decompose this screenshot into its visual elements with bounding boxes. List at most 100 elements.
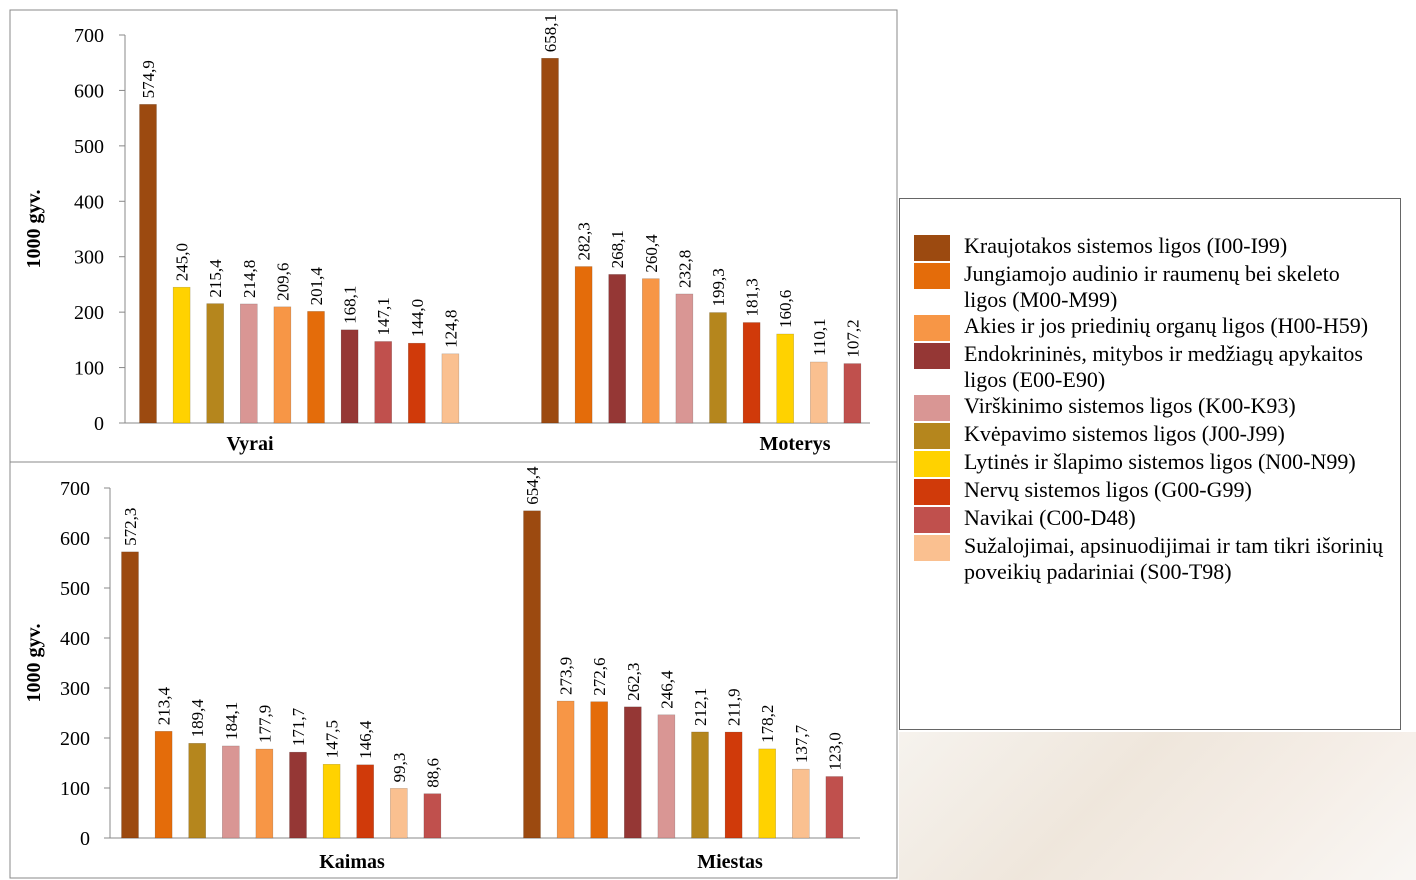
bar — [523, 510, 541, 839]
bar — [657, 714, 676, 839]
legend-swatch — [914, 315, 950, 341]
value-label: 213,4 — [155, 687, 174, 726]
y-tick-label: 200 — [74, 302, 104, 324]
bar — [624, 706, 642, 839]
value-label: 572,3 — [121, 508, 140, 546]
y-tick-label: 600 — [60, 528, 90, 550]
background-decoration — [899, 732, 1416, 880]
y-tick-label: 0 — [80, 828, 90, 850]
y-tick-label: 0 — [94, 413, 104, 435]
value-label: 99,3 — [390, 753, 409, 783]
bar — [206, 303, 224, 424]
value-label: 201,4 — [307, 267, 326, 306]
bar — [541, 57, 559, 424]
value-label: 160,6 — [776, 290, 795, 328]
bar — [556, 700, 575, 839]
bar — [810, 361, 828, 424]
bar — [188, 743, 206, 839]
legend-item: Navikai (C00-D48) — [914, 505, 1390, 533]
legend-label: Virškinimo sistemos ligos (K00-K93) — [964, 393, 1296, 418]
legend-label: Kraujotakos sistemos ligos (I00-I99) — [964, 233, 1288, 258]
bar — [691, 731, 709, 839]
legend-item: Kraujotakos sistemos ligos (I00-I99) — [914, 233, 1390, 261]
bar — [322, 764, 341, 839]
value-label: 209,6 — [273, 263, 292, 301]
legend-label: Sužalojimai, apsinuodijimai ir tam tikri… — [964, 533, 1384, 584]
value-label: 168,1 — [341, 286, 360, 324]
legend-item: Jungiamojo audinio ir raumenų bei skelet… — [914, 261, 1390, 313]
bar — [273, 306, 292, 424]
value-label: 177,9 — [255, 705, 274, 743]
y-tick-label: 400 — [60, 628, 90, 650]
group-label: Vyrai — [226, 433, 273, 455]
group-label: Moterys — [759, 433, 830, 455]
value-label: 184,1 — [222, 702, 241, 740]
bar — [724, 731, 743, 839]
value-label: 147,5 — [323, 720, 342, 758]
bar — [356, 764, 374, 839]
value-label: 110,1 — [810, 318, 829, 356]
value-label: 189,4 — [188, 699, 207, 738]
y-tick-label: 200 — [60, 728, 90, 750]
value-label: 654,4 — [523, 466, 542, 505]
bar — [825, 776, 844, 839]
y-tick-label: 300 — [74, 247, 104, 269]
value-label: 171,7 — [289, 707, 308, 746]
y-tick-label: 500 — [60, 578, 90, 600]
bar — [642, 278, 660, 424]
y-tick-label: 600 — [74, 80, 104, 102]
y-tick-label: 400 — [74, 191, 104, 213]
legend-item: Lytinės ir šlapimo sistemos ligos (N00-N… — [914, 449, 1390, 477]
value-label: 574,9 — [139, 60, 158, 98]
bar — [776, 333, 794, 424]
y-tick-label: 300 — [60, 678, 90, 700]
legend-label: Nervų sistemos ligos (G00-G99) — [964, 477, 1252, 502]
value-label: 137,7 — [792, 724, 811, 763]
value-label: 262,3 — [624, 663, 643, 701]
bar — [222, 745, 240, 839]
legend-item: Endokrininės, mitybos ir medžiagų apykai… — [914, 341, 1390, 393]
bar — [374, 341, 392, 424]
legend-swatch — [914, 263, 950, 289]
value-label: 232,8 — [675, 250, 694, 288]
legend-label: Akies ir jos priedinių organų ligos (H00… — [964, 313, 1369, 338]
bar — [423, 793, 442, 839]
bar — [574, 266, 593, 424]
legend-label: Jungiamojo audinio ir raumenų bei skelet… — [964, 261, 1340, 312]
bar — [172, 286, 191, 424]
value-label: 273,9 — [557, 657, 576, 695]
bar — [758, 748, 776, 839]
value-label: 88,6 — [423, 758, 442, 788]
y-axis-label: 1000 gyv. — [23, 190, 45, 269]
legend-swatch — [914, 535, 950, 561]
value-label: 272,6 — [590, 657, 609, 695]
legend-item: Nervų sistemos ligos (G00-G99) — [914, 477, 1390, 505]
value-label: 146,4 — [356, 720, 375, 759]
bar — [121, 551, 139, 839]
value-label: 215,4 — [206, 259, 225, 298]
legend-item: Sužalojimai, apsinuodijimai ir tam tikri… — [914, 533, 1390, 585]
bar — [792, 768, 810, 839]
value-label: 268,1 — [608, 230, 627, 268]
value-label: 211,9 — [725, 688, 744, 726]
legend-swatch — [914, 423, 950, 449]
value-label: 658,1 — [541, 14, 560, 52]
legend-swatch — [914, 451, 950, 477]
legend-swatch — [914, 395, 950, 421]
value-label: 124,8 — [441, 310, 460, 348]
bar — [675, 293, 694, 424]
bar — [441, 353, 460, 424]
value-label: 282,3 — [575, 222, 594, 260]
y-axis-label: 1000 gyv. — [23, 624, 45, 703]
value-label: 181,3 — [743, 278, 762, 316]
bar — [240, 303, 258, 424]
bar — [390, 788, 408, 839]
bar — [608, 274, 626, 424]
bar — [408, 342, 426, 424]
group-label: Kaimas — [319, 851, 385, 873]
value-label: 123,0 — [825, 732, 844, 770]
legend: Kraujotakos sistemos ligos (I00-I99) Jung… — [899, 198, 1401, 730]
bar — [154, 731, 173, 839]
